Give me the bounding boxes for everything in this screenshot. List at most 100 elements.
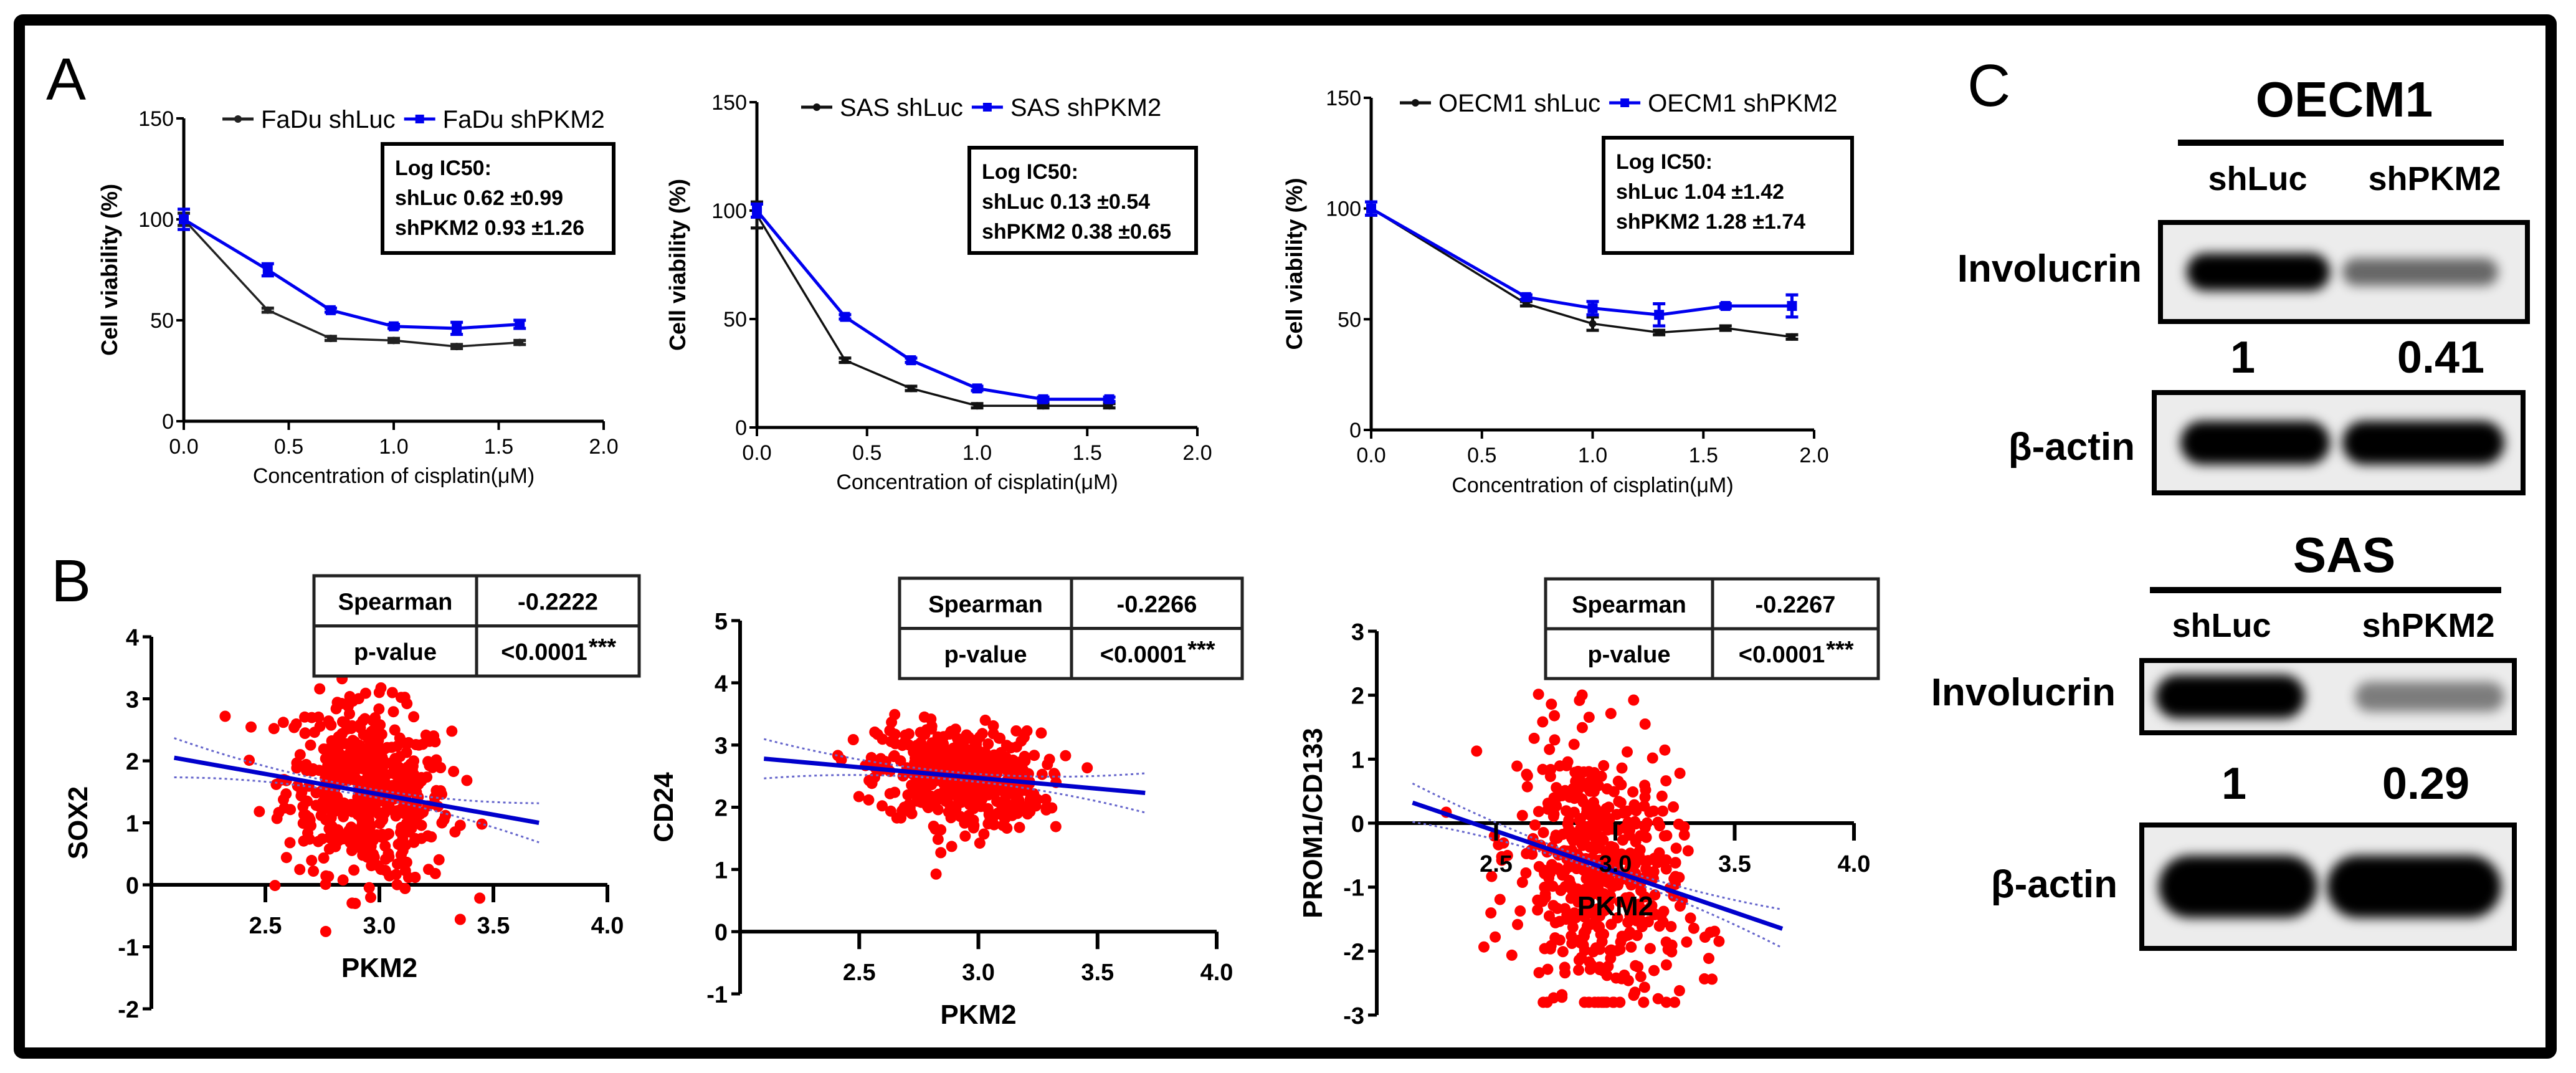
scatter-point bbox=[1596, 906, 1608, 918]
scatter-point bbox=[290, 718, 302, 730]
y-tick-label: 1 bbox=[126, 811, 139, 837]
scatter-point bbox=[323, 715, 335, 727]
scatter-point bbox=[284, 837, 296, 849]
y-tick-label: 50 bbox=[1338, 308, 1361, 331]
y-axis-title: Cell viability (%) bbox=[97, 184, 122, 356]
table-row-label: p-value bbox=[1587, 642, 1670, 668]
data-point bbox=[453, 343, 461, 351]
y-tick-label: 4 bbox=[715, 671, 728, 697]
y-tick-label: -3 bbox=[1343, 1003, 1364, 1029]
x-axis-title: Concentration of cisplatin(μM) bbox=[1452, 474, 1733, 497]
scatter-point bbox=[979, 784, 991, 796]
protein-band bbox=[2342, 258, 2498, 286]
scatter-point bbox=[414, 808, 426, 820]
y-tick-label: 100 bbox=[138, 208, 174, 232]
scatter-point bbox=[436, 788, 447, 800]
scatter-point bbox=[425, 831, 437, 843]
scatter-point bbox=[921, 748, 933, 760]
scatter-point bbox=[308, 727, 320, 738]
scatter-point bbox=[1537, 716, 1549, 728]
scatter-point bbox=[389, 724, 401, 736]
scatter-point bbox=[387, 706, 399, 718]
scatter-point bbox=[357, 849, 369, 861]
data-point bbox=[1721, 324, 1729, 332]
cell-line-title: OECM1 bbox=[2256, 72, 2433, 127]
y-tick-label: 3 bbox=[715, 733, 728, 760]
scatter-point bbox=[1623, 892, 1635, 904]
data-point bbox=[1788, 333, 1796, 341]
scatter-point bbox=[1648, 805, 1660, 817]
scatter-point bbox=[448, 766, 460, 778]
protein-band bbox=[2155, 675, 2305, 718]
scatter-point bbox=[1551, 782, 1562, 793]
scatter-point bbox=[416, 819, 427, 831]
scatter-point bbox=[1539, 943, 1551, 955]
scatter-point bbox=[1619, 822, 1631, 834]
scatter-point bbox=[307, 763, 319, 775]
data-point bbox=[452, 323, 462, 333]
scatter-point bbox=[321, 743, 333, 755]
cd24-pkm2-scatter: -1 0 1 2 3 4 5 2.5 3.0 3.5 4.0 PKM2 CD24 Spearman -0.2… bbox=[649, 576, 1244, 1030]
scatter-point bbox=[1539, 881, 1551, 893]
scatter-point bbox=[1035, 727, 1047, 739]
regression-line bbox=[1412, 800, 1784, 931]
ic50-box bbox=[967, 146, 1198, 255]
scatter-point bbox=[946, 781, 957, 793]
scatter-point bbox=[955, 796, 967, 808]
scatter-point bbox=[1656, 790, 1668, 802]
blot-frame bbox=[2152, 390, 2526, 495]
scatter-point bbox=[476, 818, 488, 830]
series-line-shluc bbox=[756, 214, 1110, 407]
y-tick-label: 100 bbox=[711, 199, 747, 223]
scatter-point bbox=[408, 711, 420, 723]
scatter-point bbox=[1638, 800, 1650, 812]
scatter-point bbox=[1036, 768, 1048, 780]
scatter-point bbox=[461, 775, 473, 786]
scatter-point bbox=[1639, 791, 1651, 803]
scatter-point bbox=[1532, 904, 1544, 916]
scatter-point bbox=[1598, 996, 1610, 1008]
scatter-point bbox=[1608, 842, 1620, 854]
scatter-point bbox=[297, 801, 309, 813]
scatter-point bbox=[1638, 981, 1650, 993]
scatter-point bbox=[898, 801, 910, 813]
scatter-point bbox=[877, 800, 888, 812]
x-tick-label: 0.0 bbox=[1356, 444, 1385, 467]
scatter-point bbox=[1584, 802, 1595, 814]
scatter-point bbox=[320, 772, 331, 784]
scatter-point bbox=[931, 747, 943, 759]
scatter-point bbox=[1568, 827, 1580, 839]
scatter-point bbox=[269, 880, 281, 892]
scatter-point bbox=[219, 710, 231, 722]
scatter-point bbox=[959, 817, 971, 829]
ic50-line: Log IC50: bbox=[982, 160, 1078, 184]
scatter-point bbox=[1584, 963, 1596, 975]
scatter-point bbox=[401, 856, 412, 868]
scatter-point bbox=[1561, 805, 1572, 817]
scatter-point bbox=[368, 848, 379, 860]
scatter-point bbox=[891, 812, 903, 824]
panel-label-c: C bbox=[1967, 52, 2010, 119]
scatter-point bbox=[1012, 793, 1024, 804]
scatter-point bbox=[394, 732, 406, 744]
scatter-point bbox=[316, 833, 328, 845]
y-tick-label: 0 bbox=[162, 410, 174, 434]
y-tick-label: 0 bbox=[715, 920, 728, 946]
oecm1-western-blot: OECM1 shLuc shPKM2 Involucrin β-actin 1 0.41 bbox=[1957, 72, 2530, 495]
scatter-point bbox=[999, 760, 1011, 771]
scatter-point bbox=[1496, 854, 1508, 866]
scatter-point bbox=[435, 762, 447, 773]
scatter-point bbox=[1632, 847, 1643, 859]
regression-line bbox=[173, 755, 539, 825]
scatter-point bbox=[1600, 811, 1612, 823]
scatter-point bbox=[1494, 894, 1506, 905]
x-tick-label: 3.5 bbox=[1081, 960, 1114, 986]
scatter-point bbox=[291, 757, 303, 769]
scatter-point bbox=[1639, 718, 1651, 730]
scatter-point bbox=[1538, 827, 1549, 839]
scatter-point bbox=[943, 746, 955, 758]
table-row-value: -0.2222 bbox=[518, 589, 598, 615]
scatter-point bbox=[991, 796, 1003, 807]
scatter-point bbox=[325, 812, 337, 824]
panel-label-b: B bbox=[51, 548, 91, 614]
